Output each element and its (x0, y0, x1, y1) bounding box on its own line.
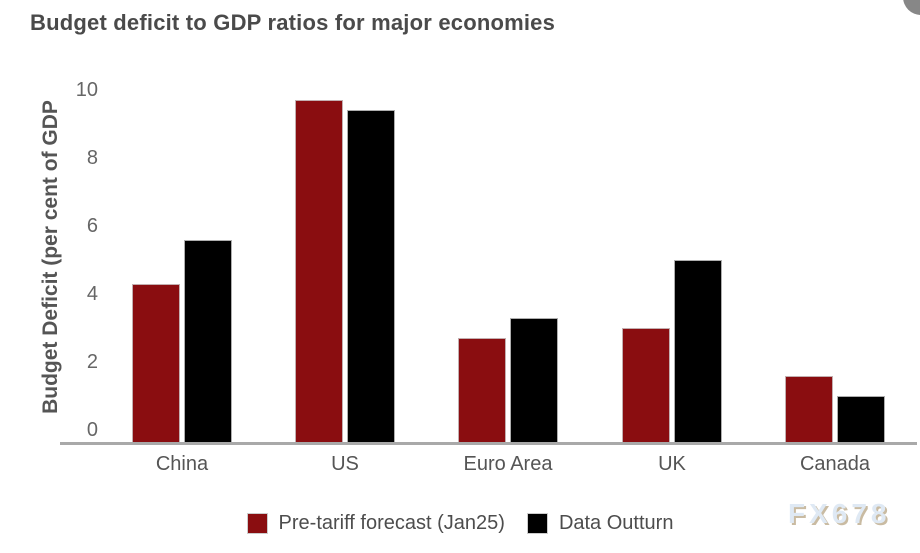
x-axis-line (60, 442, 917, 445)
bar-china-series2 (184, 240, 232, 444)
bar-euro-area-series2 (510, 318, 558, 444)
bar-uk-series1 (622, 328, 670, 444)
x-category-label-us: US (331, 453, 359, 475)
bar-us-series2 (347, 110, 395, 444)
y-tick-label: 8 (86, 147, 98, 169)
y-tick-label: 2 (86, 351, 98, 373)
x-category-label-canada: Canada (799, 453, 871, 475)
x-category-label-uk: UK (658, 453, 686, 475)
legend-swatch-series1 (246, 513, 268, 534)
y-tick-label: 10 (75, 79, 98, 101)
bar-canada-series1 (785, 376, 833, 444)
x-category-label-china: China (155, 453, 209, 475)
legend-label-series2: Data Outturn (558, 512, 674, 534)
bar-us-series1 (295, 100, 343, 444)
corner-button[interactable] (903, 0, 920, 15)
legend: Pre-tariff forecast (Jan25) Data Outturn (0, 512, 920, 535)
y-tick-label: 6 (86, 215, 98, 237)
y-tick-label: 4 (86, 283, 98, 305)
legend-item-series1: Pre-tariff forecast (Jan25) (246, 512, 505, 535)
legend-swatch-series2 (526, 513, 548, 534)
bar-china-series1 (132, 284, 180, 444)
bar-euro-area-series1 (458, 338, 506, 444)
legend-label-series1: Pre-tariff forecast (Jan25) (278, 512, 505, 534)
bar-uk-series2 (674, 260, 722, 444)
chart-title: Budget deficit to GDP ratios for major e… (30, 10, 556, 35)
watermark: FX678 (788, 498, 891, 529)
bar-canada-series2 (837, 396, 885, 444)
y-tick-label: 0 (86, 419, 98, 441)
x-category-label-euro-area: Euro Area (463, 453, 553, 475)
legend-item-series2: Data Outturn (526, 512, 674, 535)
